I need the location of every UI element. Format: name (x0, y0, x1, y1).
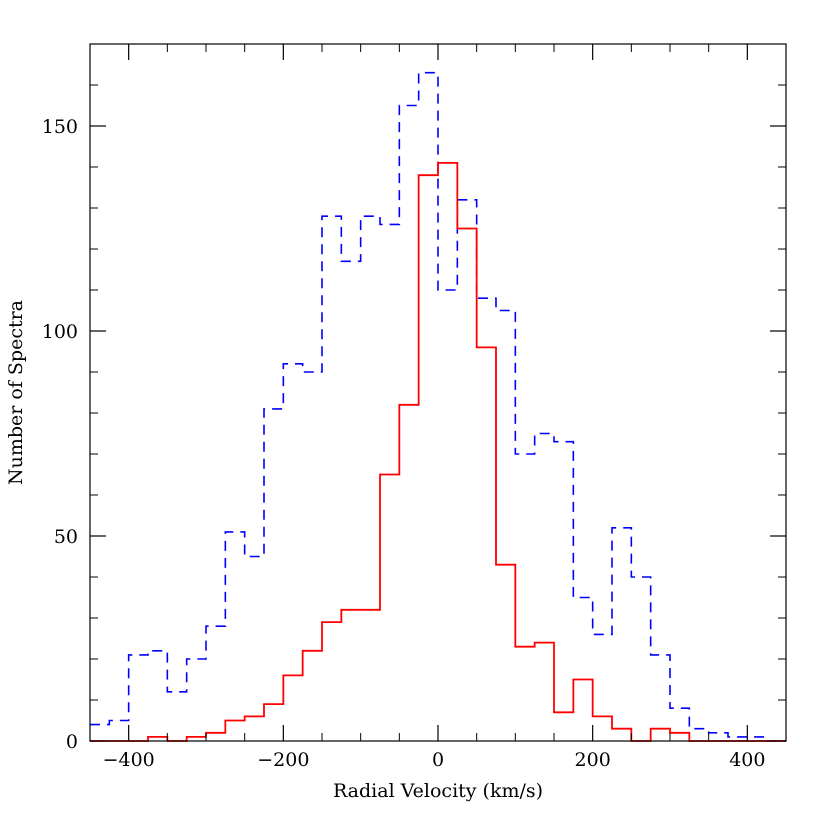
y-tick-label: 0 (66, 731, 78, 753)
x-tick-label: −200 (257, 749, 309, 771)
dashed-histogram-series (90, 71, 786, 742)
ticks-layer: −400 −200 0 200 400 0 50 100 150 (42, 43, 787, 771)
x-axis-label: Radial Velocity (km/s) (333, 780, 543, 802)
series-layer (90, 71, 786, 742)
x-tick-label: 0 (432, 749, 444, 771)
y-tick-label: 50 (54, 526, 78, 548)
x-tick-label: −400 (103, 749, 155, 771)
x-tick-label: 400 (729, 749, 765, 771)
x-tick-label: 200 (575, 749, 611, 771)
y-tick-label: 150 (42, 116, 78, 138)
y-tick-label: 100 (42, 321, 78, 343)
y-axis-label: Number of Spectra (5, 300, 27, 485)
